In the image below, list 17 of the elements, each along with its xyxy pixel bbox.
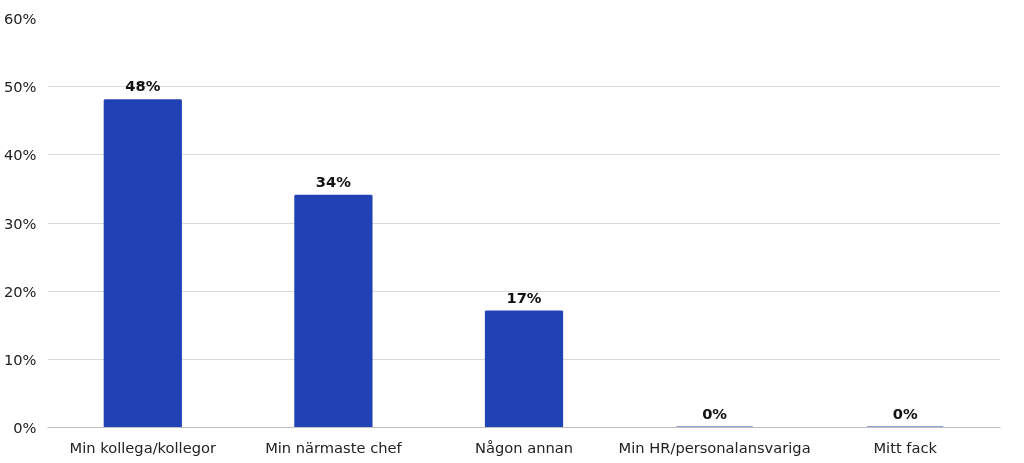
x-tick-label: Min närmaste chef: [265, 438, 403, 456]
y-tick-label: 50%: [3, 78, 37, 96]
y-tick-label: 40%: [3, 146, 37, 164]
y-tick-label: 60%: [3, 10, 37, 27]
y-tick-label: 0%: [13, 419, 37, 436]
x-tick-label: Mitt fack: [873, 438, 938, 456]
data-label: 48%: [125, 77, 161, 95]
y-tick-label: 30%: [3, 214, 37, 232]
data-label: 0%: [702, 404, 728, 422]
x-tick-label: Min kollega/kollegor: [69, 438, 217, 456]
x-tick-label: Någon annan: [475, 438, 573, 456]
data-label: 34%: [315, 172, 352, 190]
data-label: 17%: [506, 288, 542, 306]
data-label: 0%: [892, 404, 918, 422]
y-tick-label: 10%: [3, 350, 37, 368]
x-tick-label: Min HR/personalansvariga: [618, 438, 811, 456]
y-tick-label: 20%: [3, 282, 37, 300]
